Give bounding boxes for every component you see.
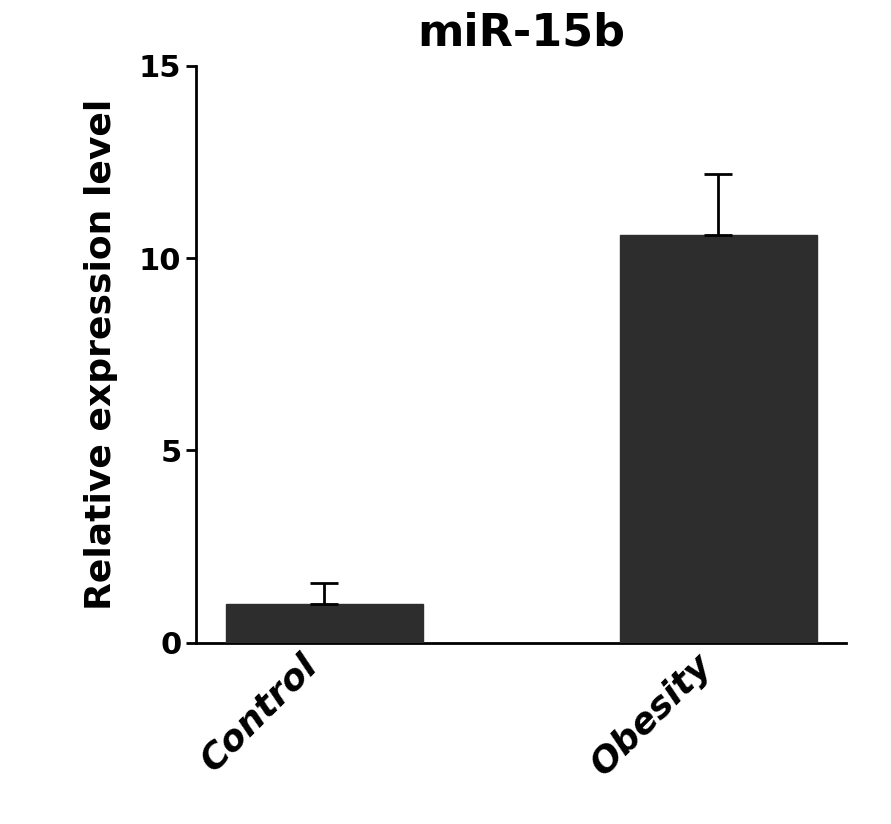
Y-axis label: Relative expression level: Relative expression level (84, 99, 119, 610)
Bar (620, 235, 817, 643)
Title: miR-15b: miR-15b (417, 11, 625, 54)
Bar (225, 604, 422, 643)
